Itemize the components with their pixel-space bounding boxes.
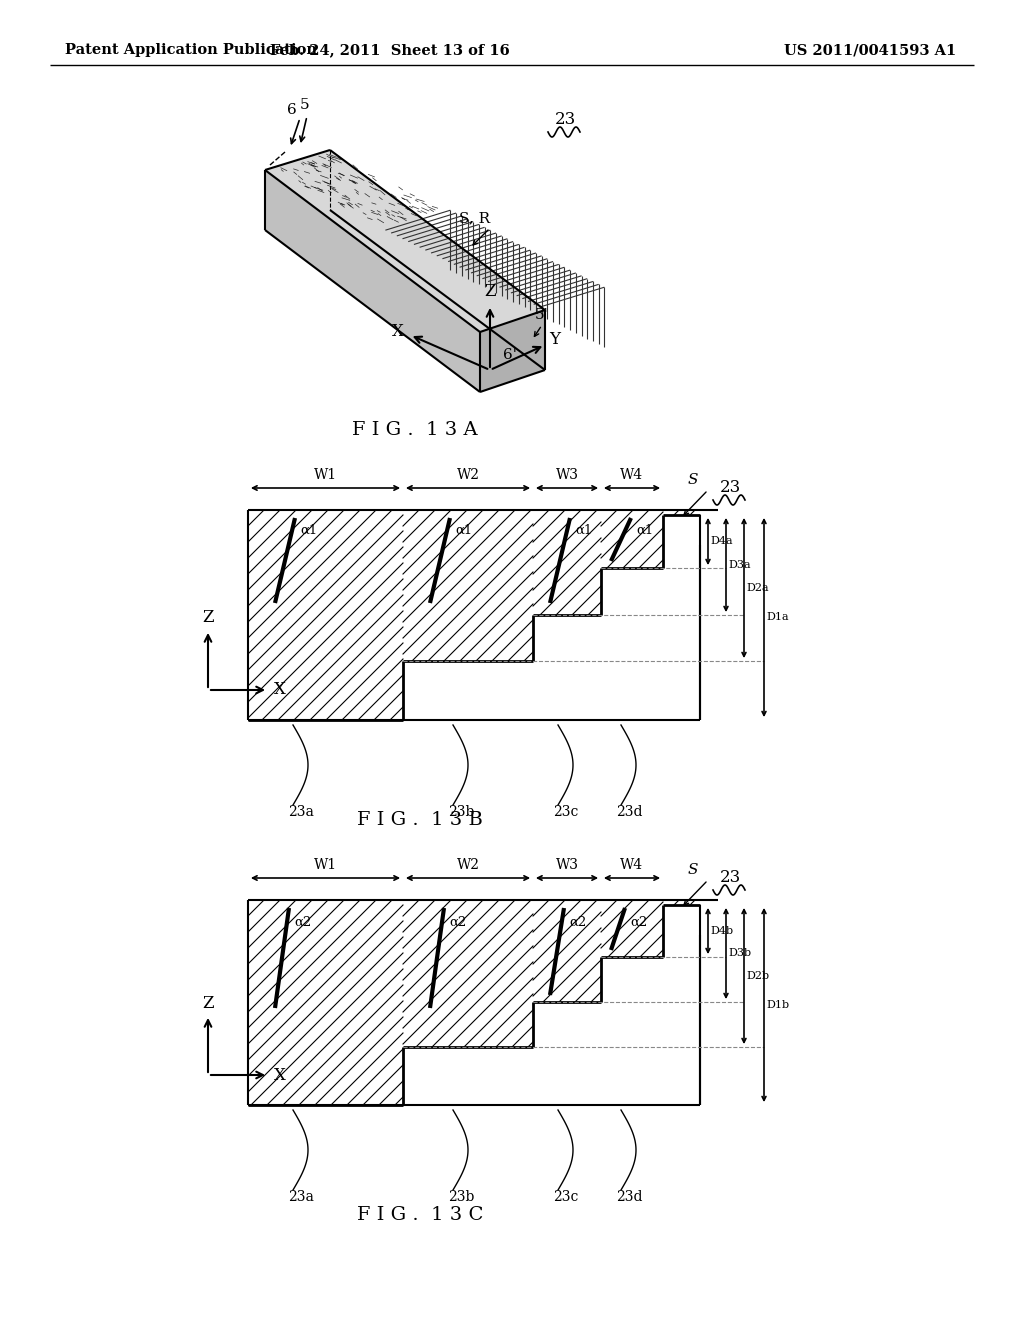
Text: D3a: D3a	[728, 560, 751, 570]
Text: 23b: 23b	[447, 1191, 474, 1204]
Text: 23c: 23c	[553, 1191, 579, 1204]
Text: X: X	[392, 323, 403, 341]
Text: W1: W1	[313, 858, 337, 873]
Text: D4b: D4b	[710, 927, 733, 936]
Text: α2: α2	[569, 916, 587, 928]
Text: S: S	[688, 473, 698, 487]
Text: Z: Z	[203, 994, 214, 1011]
Text: W2: W2	[457, 858, 479, 873]
Polygon shape	[265, 150, 545, 333]
Text: Feb. 24, 2011  Sheet 13 of 16: Feb. 24, 2011 Sheet 13 of 16	[270, 44, 510, 57]
Text: W4: W4	[621, 858, 643, 873]
Polygon shape	[265, 170, 480, 392]
Text: 23: 23	[554, 111, 575, 128]
Text: D4a: D4a	[710, 536, 732, 546]
Text: F I G .  1 3 C: F I G . 1 3 C	[356, 1206, 483, 1224]
Text: S, R: S, R	[460, 211, 490, 224]
Text: α1: α1	[575, 524, 592, 536]
Text: Y: Y	[550, 331, 560, 348]
Text: F I G .  1 3 A: F I G . 1 3 A	[352, 421, 478, 440]
Text: 23d: 23d	[615, 1191, 642, 1204]
Text: 23: 23	[720, 870, 740, 887]
Text: 23a: 23a	[288, 805, 314, 818]
Text: 5: 5	[300, 98, 310, 112]
Text: D2a: D2a	[746, 583, 769, 593]
Text: W2: W2	[457, 469, 479, 482]
Text: W1: W1	[313, 469, 337, 482]
Text: S: S	[688, 863, 698, 876]
Text: D1a: D1a	[766, 612, 788, 622]
Text: F I G .  1 3 B: F I G . 1 3 B	[357, 810, 483, 829]
Text: US 2011/0041593 A1: US 2011/0041593 A1	[784, 44, 956, 57]
Text: α2: α2	[449, 916, 466, 928]
Text: Patent Application Publication: Patent Application Publication	[65, 44, 317, 57]
Text: W4: W4	[621, 469, 643, 482]
Text: α1: α1	[300, 524, 317, 536]
Text: W3: W3	[555, 469, 579, 482]
Polygon shape	[480, 310, 545, 392]
Text: 23d: 23d	[615, 805, 642, 818]
Text: D1b: D1b	[766, 1001, 790, 1010]
Text: 6': 6'	[503, 348, 517, 362]
Text: α1: α1	[636, 524, 653, 536]
Text: Z: Z	[484, 284, 496, 301]
Text: D3b: D3b	[728, 948, 752, 958]
Text: 23b: 23b	[447, 805, 474, 818]
Text: α2: α2	[294, 916, 311, 928]
Text: 23c: 23c	[553, 805, 579, 818]
Text: 5': 5'	[536, 308, 549, 322]
Text: X: X	[274, 681, 286, 698]
Text: 23a: 23a	[288, 1191, 314, 1204]
Text: X: X	[274, 1067, 286, 1084]
Text: Z: Z	[203, 610, 214, 627]
Text: W3: W3	[555, 858, 579, 873]
Text: 6: 6	[287, 103, 297, 117]
Text: α2: α2	[630, 916, 647, 928]
Text: D2b: D2b	[746, 972, 769, 981]
Text: 23: 23	[720, 479, 740, 496]
Text: α1: α1	[455, 524, 472, 536]
